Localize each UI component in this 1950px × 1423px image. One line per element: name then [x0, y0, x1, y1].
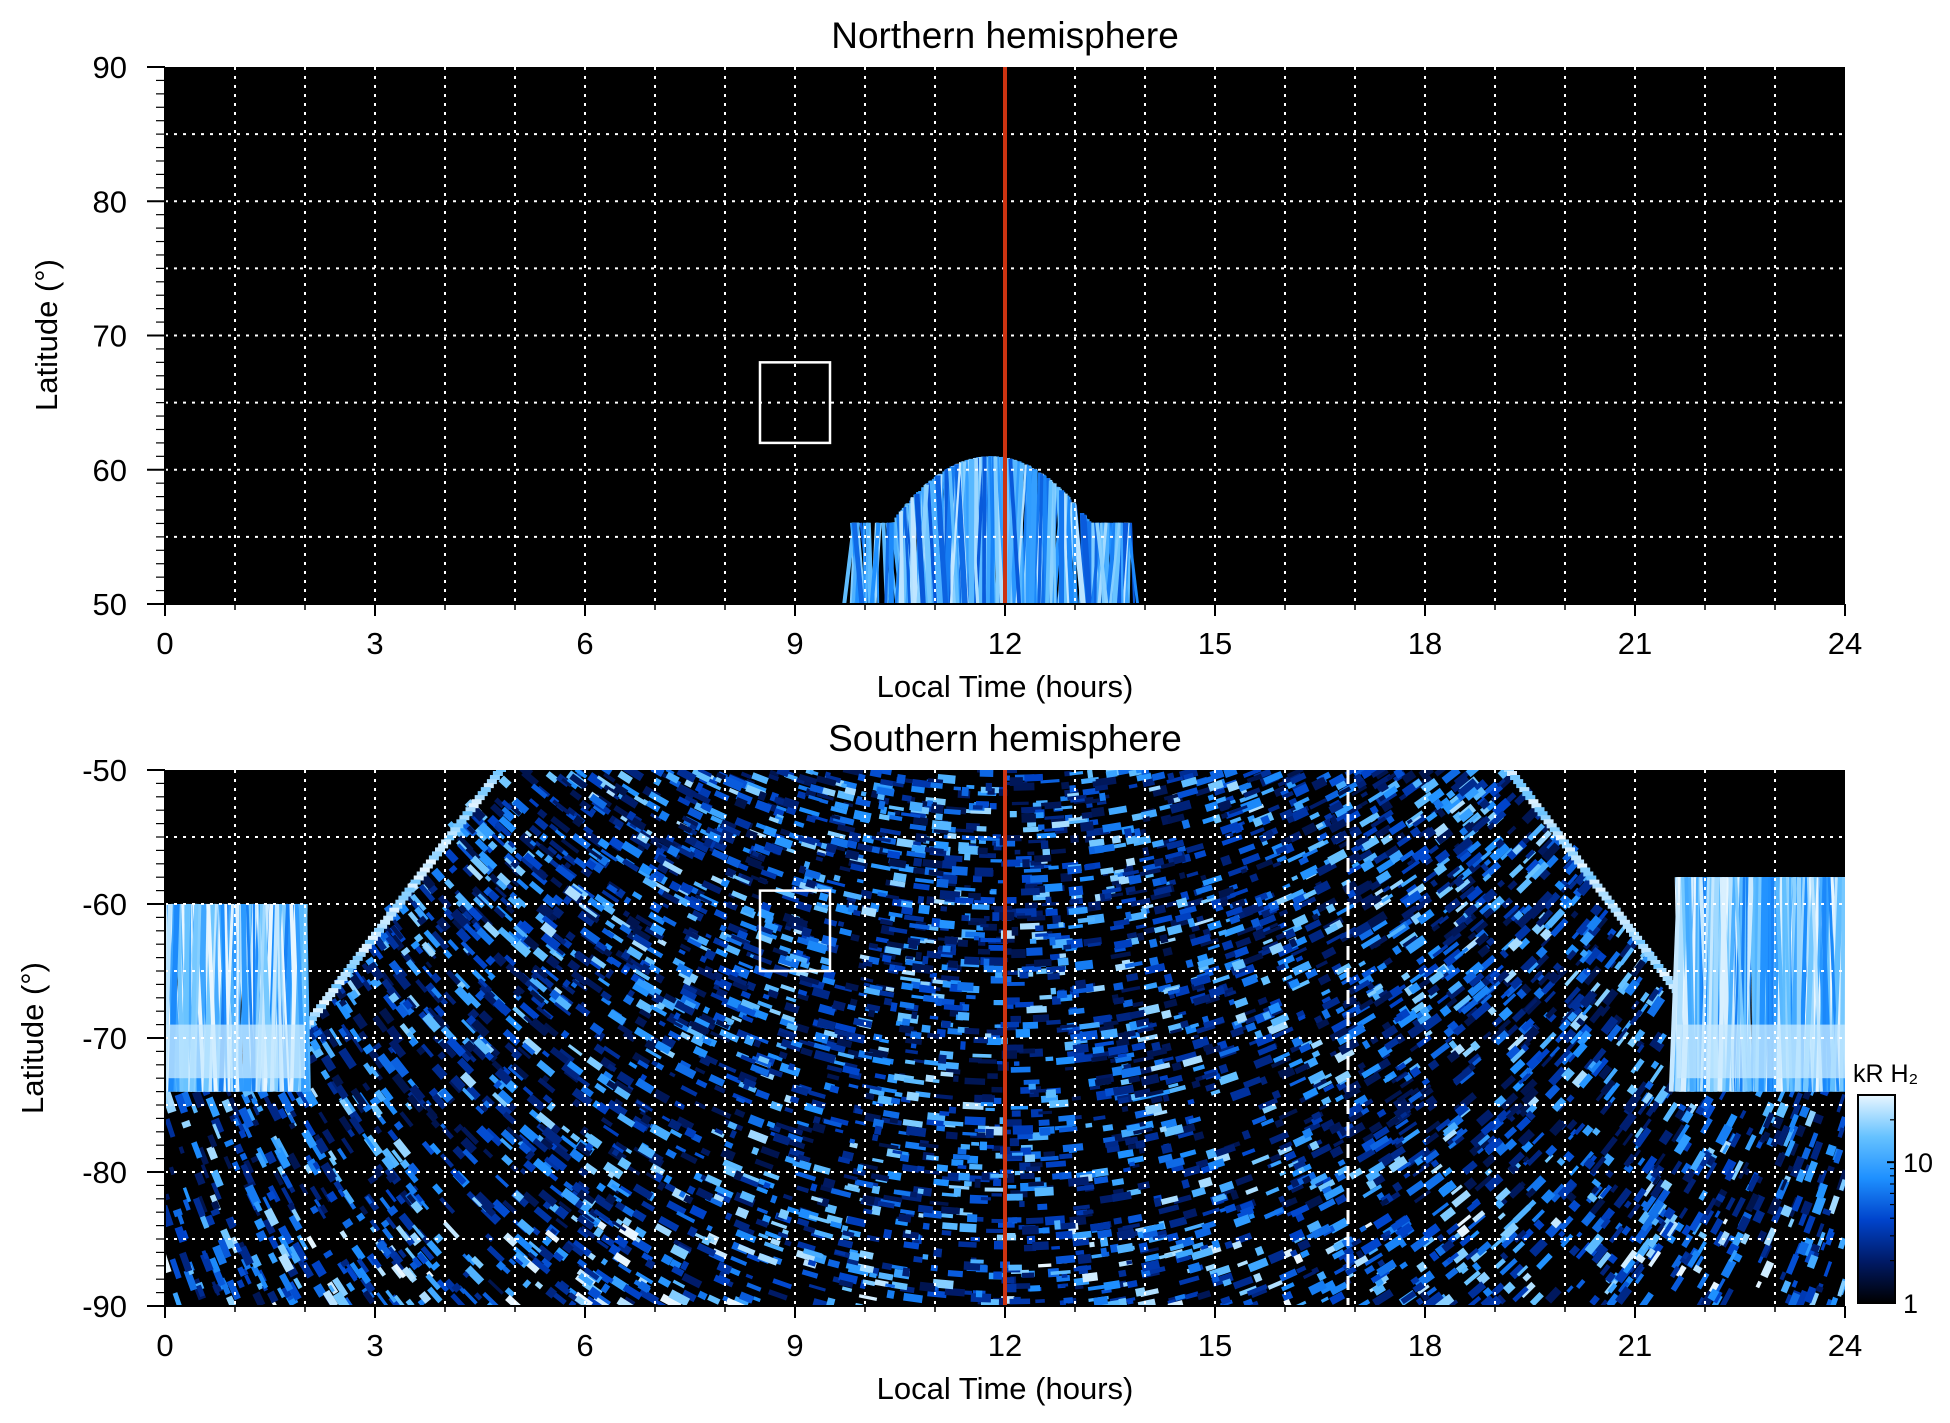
south-emission-layer	[165, 770, 1845, 1306]
north-title: Northern hemisphere	[831, 15, 1179, 56]
north-panel: Northern hemisphere 0 3 6 9 12 15 18 21 24 50 60 70…	[29, 15, 1862, 704]
colorbar-gradient	[1857, 1094, 1896, 1304]
north-box	[758, 361, 832, 445]
south-panel: Southern hemisphere 0 3 6 9 12 15 18 21 24 -50 -60…	[15, 718, 1862, 1406]
north-emission-layer	[842, 456, 1140, 604]
colorbar-tick-label: 1	[1903, 1289, 1918, 1319]
x-tick-label: 18	[1408, 626, 1442, 661]
y-tick-label: -80	[82, 1155, 127, 1190]
y-tick-label: 90	[93, 50, 127, 85]
south-ylabel: Latitude (°)	[15, 962, 50, 1114]
x-tick-label: 9	[786, 626, 803, 661]
x-tick-label: 12	[988, 1328, 1022, 1363]
colorbar: kR H₂ 1 10	[1853, 1060, 1933, 1319]
x-tick-label: 24	[1828, 626, 1862, 661]
south-axes: 0 3 6 9 12 15 18 21 24 -50 -60 -70 -80 -90	[82, 753, 1862, 1363]
x-tick-label: 21	[1618, 626, 1652, 661]
y-tick-label: -50	[82, 753, 127, 788]
x-tick-label: 3	[366, 1328, 383, 1363]
y-tick-label: -70	[82, 1021, 127, 1056]
south-title: Southern hemisphere	[828, 718, 1182, 759]
north-axes: 0 3 6 9 12 15 18 21 24 50 60 70 80 90	[93, 50, 1863, 661]
x-tick-label: 21	[1618, 1328, 1652, 1363]
y-tick-label: 70	[93, 319, 127, 354]
south-xlabel: Local Time (hours)	[877, 1371, 1134, 1406]
y-tick-label: 80	[93, 184, 127, 219]
colorbar-label: kR H₂	[1853, 1060, 1918, 1088]
x-tick-label: 24	[1828, 1328, 1862, 1363]
x-tick-label: 6	[576, 626, 593, 661]
south-box	[758, 889, 832, 973]
x-tick-label: 6	[576, 1328, 593, 1363]
colorbar-ticks: 1 10	[1887, 1094, 1933, 1319]
y-tick-label: 50	[93, 587, 127, 622]
x-tick-label: 15	[1198, 1328, 1232, 1363]
x-tick-label: 9	[786, 1328, 803, 1363]
north-ylabel: Latitude (°)	[29, 259, 64, 411]
y-tick-label: -60	[82, 887, 127, 922]
x-tick-label: 3	[366, 626, 383, 661]
x-tick-label: 0	[156, 1328, 173, 1363]
x-tick-label: 0	[156, 626, 173, 661]
north-xlabel: Local Time (hours)	[877, 669, 1134, 704]
x-tick-label: 15	[1198, 626, 1232, 661]
colorbar-tick-label: 10	[1903, 1148, 1933, 1178]
x-tick-label: 18	[1408, 1328, 1442, 1363]
y-tick-label: -90	[82, 1289, 127, 1324]
y-tick-label: 60	[93, 453, 127, 488]
x-tick-label: 12	[988, 626, 1022, 661]
